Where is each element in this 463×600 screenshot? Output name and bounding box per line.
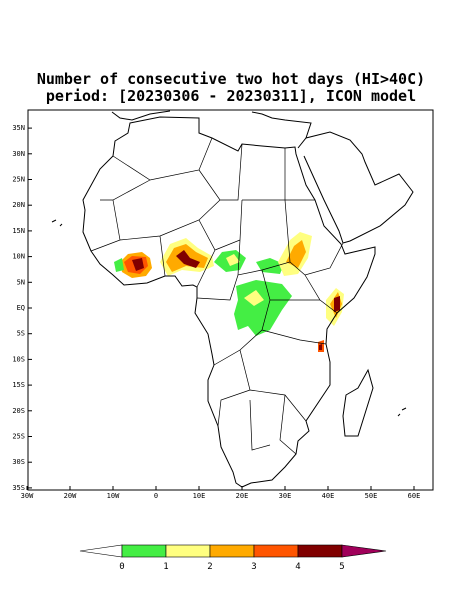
x-tick-label: 60E (408, 492, 421, 500)
y-tick-label: 10N (12, 253, 25, 261)
colorbar-segment (297, 544, 343, 558)
field (132, 258, 144, 271)
y-tick-label: 30S (12, 458, 25, 466)
coastlines (51, 110, 414, 488)
colorbar-label: 3 (251, 562, 256, 572)
x-tick-label: 30W (21, 492, 34, 500)
y-tick-label: 5S (17, 330, 25, 338)
y-tick-label: EQ (17, 304, 25, 312)
colorbar-label: 4 (295, 562, 300, 572)
field (244, 290, 264, 306)
arabia (297, 131, 414, 244)
y-tick-label: 30N (12, 150, 25, 158)
field (319, 344, 322, 350)
x-tick-label: 10W (107, 492, 120, 500)
colorbar-segment (121, 544, 167, 558)
x-tick-label: 30E (279, 492, 292, 500)
title-line: period: [20230306 - 20230311], ICON mode… (46, 87, 416, 105)
colorbar-segment (253, 544, 299, 558)
europe-coast (111, 110, 171, 121)
colorbar-label: 5 (339, 562, 344, 572)
x-tick-label: 10E (193, 492, 206, 500)
y-tick-label: 20N (12, 201, 25, 209)
colorbar-label: 2 (207, 562, 212, 572)
colorbar-segment (209, 544, 255, 558)
borders (90, 137, 344, 455)
title-line: Number of consecutive two hot days (HI>4… (37, 70, 425, 88)
x-tick-label: 0 (154, 492, 158, 500)
madagascar (342, 368, 374, 437)
map-frame (27, 109, 434, 491)
colorbar-label: 1 (163, 562, 168, 572)
colorbar-segment (165, 544, 211, 558)
hot-day-fields (114, 232, 344, 352)
x-tick-label: 50E (365, 492, 378, 500)
field (334, 296, 340, 312)
island (51, 219, 407, 417)
field (286, 240, 306, 268)
field (176, 250, 200, 268)
x-tick-label: 20E (236, 492, 249, 500)
levant (251, 111, 312, 139)
colorbar-under (79, 544, 123, 558)
y-tick-label: 15S (12, 381, 25, 389)
y-tick-label: 35N (12, 124, 25, 132)
y-tick-label: 25S (12, 433, 25, 441)
x-tick-label: 40E (322, 492, 335, 500)
y-tick-label: 15N (12, 227, 25, 235)
y-tick-label: 25N (12, 176, 25, 184)
y-tick-label: 10S (12, 355, 25, 363)
colorbar-label: 0 (119, 562, 124, 572)
y-tick-label: 35S (12, 484, 25, 492)
colorbar-over (341, 544, 387, 558)
field (114, 258, 124, 272)
y-tick-label: 5N (17, 278, 25, 286)
x-tick-label: 20W (64, 492, 77, 500)
field (226, 254, 240, 266)
field (234, 280, 292, 336)
africa-coast (82, 116, 376, 488)
y-tick-label: 20S (12, 407, 25, 415)
